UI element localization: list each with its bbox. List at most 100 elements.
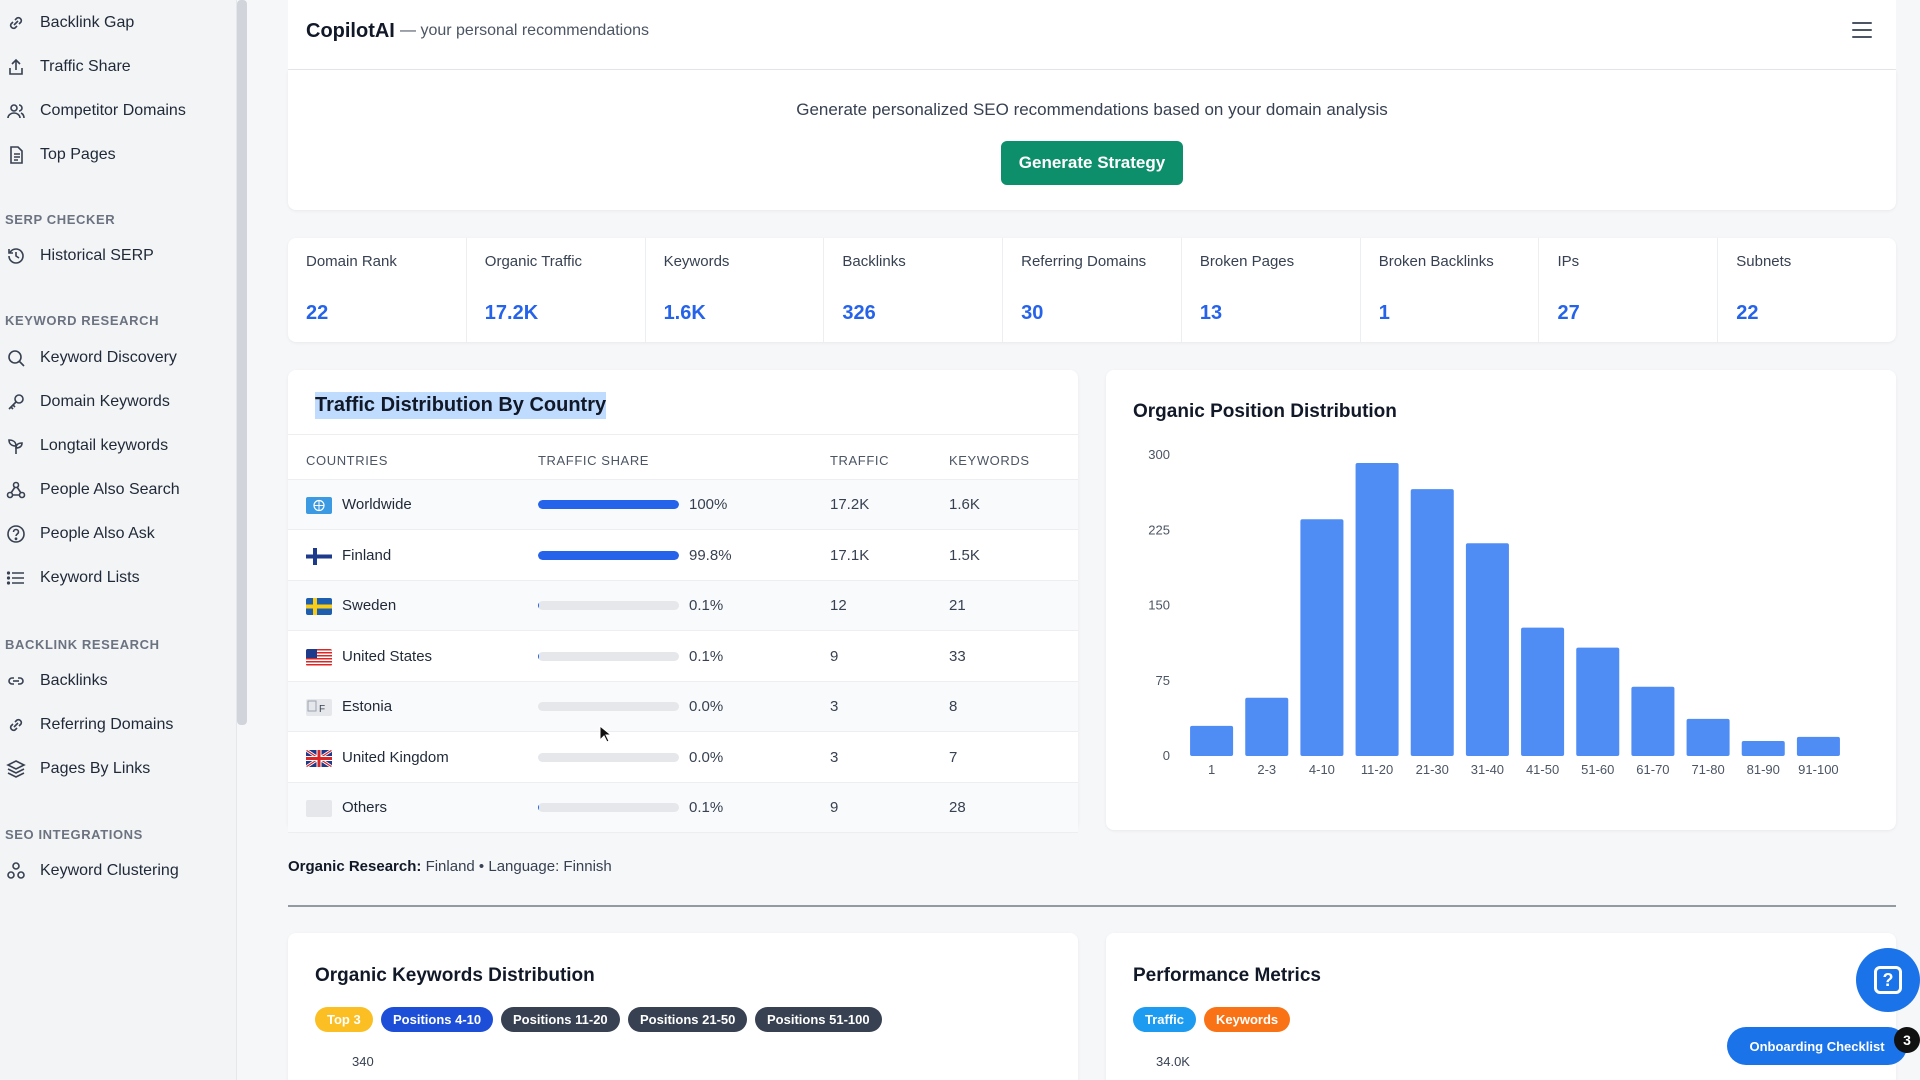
country-name: Finland xyxy=(342,546,392,564)
sidebar-item-domain-keywords[interactable]: Domain Keywords xyxy=(0,387,230,417)
metric-broken-pages: Broken Pages 13 xyxy=(1182,238,1361,342)
sidebar-item-competitor-domains[interactable]: Competitor Domains xyxy=(0,96,230,126)
filter-pill[interactable]: Top 3 xyxy=(315,1007,373,1032)
table-row[interactable]: United Kingdom 0.0% 3 7 xyxy=(288,733,1078,783)
flag-fi-icon xyxy=(306,547,332,565)
x-tick-label: 31-40 xyxy=(1471,762,1504,777)
y-tick-label: 75 xyxy=(1156,673,1170,688)
sidebar-item-keyword-discovery[interactable]: Keyword Discovery xyxy=(0,343,230,373)
section-serp-checker: SERP CHECKER xyxy=(5,212,116,227)
sidebar-item-longtail-keywords[interactable]: Longtail keywords xyxy=(0,431,230,461)
help-button[interactable]: ? xyxy=(1856,948,1920,1012)
bar-31-40[interactable] xyxy=(1465,543,1509,756)
section-seo-integrations: SEO INTEGRATIONS xyxy=(5,827,143,842)
bar-81-90[interactable] xyxy=(1741,740,1785,756)
sidebar-item-keyword-clustering[interactable]: Keyword Clustering xyxy=(0,856,230,886)
table-row[interactable]: Others 0.1% 9 28 xyxy=(288,783,1078,833)
table-row[interactable]: Sweden 0.1% 12 21 xyxy=(288,581,1078,631)
bar-91-100[interactable] xyxy=(1796,736,1840,756)
onboarding-checklist-button[interactable]: Onboarding Checklist xyxy=(1727,1027,1907,1065)
help-icon: ? xyxy=(1874,966,1902,994)
sidebar-item-label: Backlink Gap xyxy=(40,14,135,31)
filter-pill[interactable]: Positions 21-50 xyxy=(628,1007,748,1032)
filter-pill[interactable]: Traffic xyxy=(1133,1007,1197,1032)
metric-ips: IPs 27 xyxy=(1539,238,1719,342)
generate-strategy-button[interactable]: Generate Strategy xyxy=(1001,141,1183,185)
traffic-value: 12 xyxy=(830,597,847,614)
list-icon xyxy=(6,568,26,588)
metrics-bar: Domain Rank 22 Organic Traffic 17.2K Keywo… xyxy=(288,238,1896,342)
keywords-value: 1.6K xyxy=(949,496,980,513)
country-name: United States xyxy=(342,647,433,665)
sidebar-item-referring-domains[interactable]: Referring Domains xyxy=(0,710,230,740)
bar-41-50[interactable] xyxy=(1521,627,1565,756)
metric-value: 17.2K xyxy=(484,302,539,324)
filter-pill[interactable]: Positions 51-100 xyxy=(755,1007,882,1032)
table-row[interactable]: Worldwide 100% 17.2K 1.6K xyxy=(288,480,1078,530)
metric-label: Domain Rank xyxy=(306,253,397,270)
sidebar-scrollbar[interactable] xyxy=(237,0,247,725)
generate-description: Generate personalized SEO recommendation… xyxy=(796,100,1388,119)
keywords-value: 33 xyxy=(949,647,966,665)
sidebar-item-historical-serp[interactable]: Historical SERP xyxy=(0,241,230,271)
traffic-share-pct: 100% xyxy=(689,496,728,513)
x-tick-label: 71-80 xyxy=(1691,762,1724,777)
sidebar-item-pages-by-links[interactable]: Pages By Links xyxy=(0,754,230,784)
bar-71-80[interactable] xyxy=(1686,718,1730,756)
search-icon xyxy=(6,348,26,368)
filter-pill[interactable]: Positions 4-10 xyxy=(381,1007,494,1032)
traffic-share-pct: 99.8% xyxy=(689,546,732,564)
svg-text:F: F xyxy=(319,704,325,715)
cluster-icon xyxy=(6,861,26,881)
hamburger-menu-icon[interactable] xyxy=(1852,22,1872,38)
sidebar-item-keyword-lists[interactable]: Keyword Lists xyxy=(0,563,230,593)
sidebar-item-traffic-share[interactable]: Traffic Share xyxy=(0,52,230,82)
metric-value: 30 xyxy=(1021,302,1044,324)
sprout-icon xyxy=(6,436,26,456)
col-countries: COUNTRIES xyxy=(306,453,388,468)
sidebar-item-people-also-search[interactable]: People Also Search xyxy=(0,475,230,505)
bar-4-10[interactable] xyxy=(1300,519,1344,756)
section-backlink-research: BACKLINK RESEARCH xyxy=(5,637,160,652)
x-tick-label: 1 xyxy=(1208,762,1215,777)
bar-11-20[interactable] xyxy=(1355,463,1399,756)
metric-backlinks: Backlinks 326 xyxy=(824,238,1004,342)
sidebar-item-label: Pages By Links xyxy=(40,760,151,777)
table-row[interactable]: United States 0.1% 9 33 xyxy=(288,632,1078,682)
sidebar-item-people-also-ask[interactable]: People Also Ask xyxy=(0,519,230,549)
sidebar-item-label: People Also Ask xyxy=(40,525,155,542)
bar-21-30[interactable] xyxy=(1410,489,1454,756)
metric-value: 1 xyxy=(1378,302,1390,324)
perf-title: Performance Metrics xyxy=(1133,965,1321,986)
sidebar-item-backlink-gap[interactable]: Backlink Gap xyxy=(0,8,230,38)
keywords-value: 8 xyxy=(949,698,958,715)
sidebar-item-label: Domain Keywords xyxy=(40,393,170,410)
metric-label: Subnets xyxy=(1736,253,1792,270)
bar-51-60[interactable] xyxy=(1576,647,1620,756)
traffic-share-bar xyxy=(538,752,679,762)
header: CopilotAI — your personal recommendation… xyxy=(288,0,1896,70)
filter-pill[interactable]: Keywords xyxy=(1204,1007,1291,1032)
metric-label: IPs xyxy=(1557,253,1580,270)
bar-61-70[interactable] xyxy=(1631,686,1675,756)
keywords-value: 1.5K xyxy=(949,546,980,564)
table-row[interactable]: Finland 99.8% 17.1K 1.5K xyxy=(288,531,1078,581)
organic-keywords-distribution-card: Organic Keywords Distribution Top 3 Posit… xyxy=(288,933,1078,1080)
sidebar-item-backlinks[interactable]: Backlinks xyxy=(0,666,230,696)
chart-title: Organic Position Distribution xyxy=(1133,401,1397,422)
x-tick-label: 21-30 xyxy=(1416,762,1449,777)
traffic-share-bar xyxy=(538,601,679,610)
organic-position-card: Organic Position Distribution 0 75 150 225 3… xyxy=(1106,370,1896,830)
x-tick-label: 61-70 xyxy=(1636,762,1669,777)
traffic-share-bar xyxy=(538,550,679,560)
filter-pill[interactable]: Positions 11-20 xyxy=(501,1007,620,1032)
bar-2-3[interactable] xyxy=(1245,697,1289,756)
x-tick-label: 41-50 xyxy=(1526,762,1559,777)
sidebar-item-top-pages[interactable]: Top Pages xyxy=(0,140,230,170)
sidebar-item-label: Keyword Clustering xyxy=(40,862,179,879)
table-row[interactable]: F Estonia 0.0% 3 8 xyxy=(288,682,1078,732)
bar-1[interactable] xyxy=(1190,725,1234,756)
okd-axis-top: 340 xyxy=(352,1054,374,1069)
col-traffic-share: TRAFFIC SHARE xyxy=(538,453,650,468)
generate-strategy-card: Generate personalized SEO recommendation… xyxy=(288,70,1896,210)
